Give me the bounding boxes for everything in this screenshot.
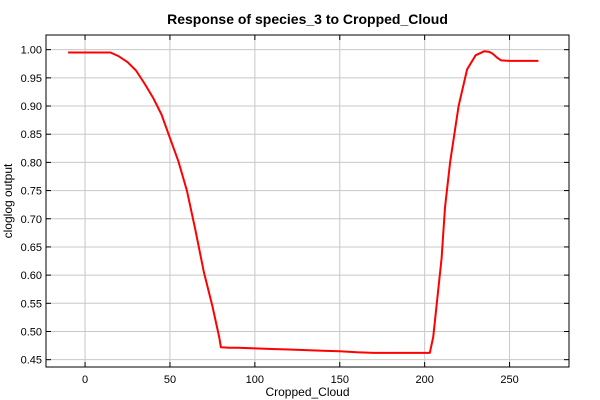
x-tick-label: 150 — [331, 374, 349, 386]
chart-title: Response of species_3 to Cropped_Cloud — [167, 11, 448, 27]
tick-marks — [46, 35, 569, 367]
y-tick-label: 0.60 — [21, 270, 42, 282]
tick-labels: 0 50 100 150 200 250 0.45 0.50 0.55 0.60 0.65 0.70 0… — [21, 45, 519, 386]
plot-frame — [45, 34, 570, 368]
x-tick-label: 250 — [500, 374, 518, 386]
series-group — [68, 50, 539, 354]
grid-lines — [46, 35, 569, 367]
y-tick-label: 0.65 — [21, 242, 42, 254]
y-tick-label: 1.00 — [21, 45, 42, 57]
x-tick-label: 200 — [415, 374, 433, 386]
y-tick-label: 0.95 — [21, 73, 42, 85]
x-axis-title: Cropped_Cloud — [265, 385, 349, 399]
y-tick-label: 0.90 — [21, 101, 42, 113]
y-tick-label: 0.75 — [21, 186, 42, 198]
y-tick-label: 0.50 — [21, 326, 42, 338]
x-tick-label: 50 — [164, 374, 176, 386]
y-tick-label: 0.85 — [21, 129, 42, 141]
y-axis-title: cloglog output — [1, 163, 15, 238]
y-tick-label: 0.55 — [21, 298, 42, 310]
response-curve — [68, 50, 539, 354]
y-tick-label: 0.70 — [21, 214, 42, 226]
y-tick-label: 0.80 — [21, 157, 42, 169]
x-tick-label: 100 — [246, 374, 264, 386]
x-tick-label: 0 — [82, 374, 88, 386]
y-tick-label: 0.45 — [21, 355, 42, 367]
